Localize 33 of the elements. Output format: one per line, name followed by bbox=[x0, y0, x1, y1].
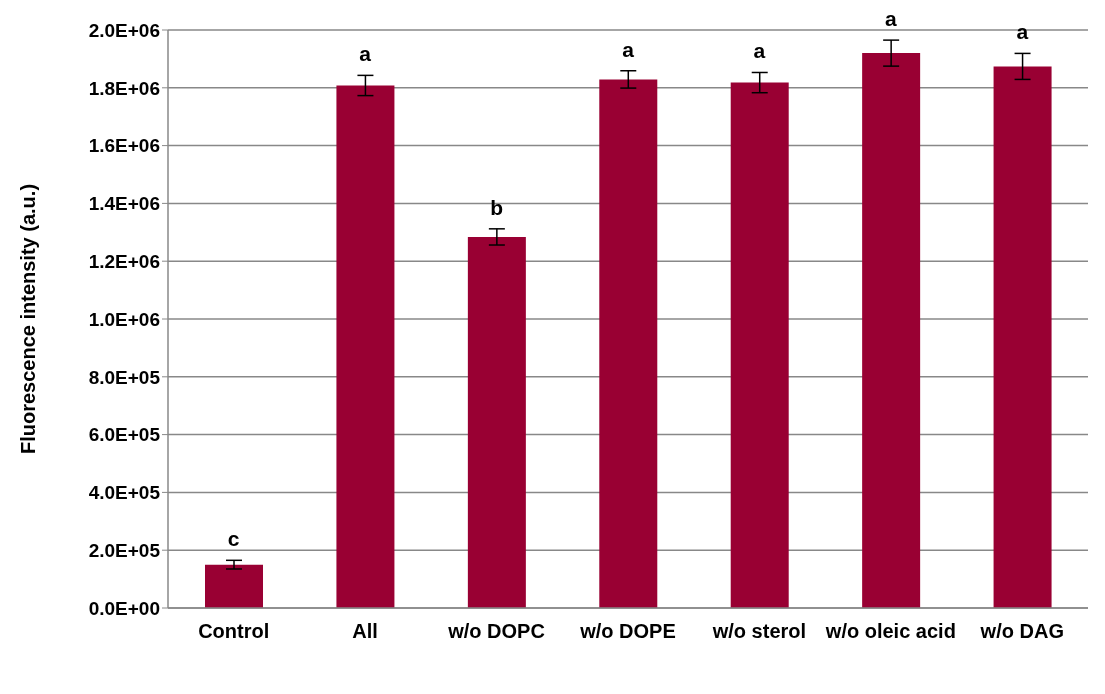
y-tick-label: 1.0E+06 bbox=[88, 308, 160, 330]
y-tick-label: 0.0E+00 bbox=[88, 597, 160, 619]
x-tick-label: w/o DAG bbox=[979, 620, 1064, 643]
bar bbox=[730, 82, 789, 608]
y-tick-label: 1.6E+06 bbox=[88, 135, 160, 157]
x-tick-label: Control bbox=[198, 620, 270, 643]
y-tick-label: 1.8E+06 bbox=[88, 77, 160, 99]
annotation: a bbox=[622, 37, 635, 61]
bar bbox=[205, 564, 263, 608]
bar bbox=[599, 79, 658, 608]
bar bbox=[467, 236, 526, 608]
x-tick-label: w/o DOPE bbox=[579, 620, 676, 643]
y-tick-label: 2.0E+06 bbox=[88, 19, 160, 41]
y-tick-label: 1.4E+06 bbox=[88, 193, 160, 215]
annotation: a bbox=[885, 7, 898, 31]
annotation: c bbox=[227, 527, 240, 551]
annotation: a bbox=[753, 39, 766, 63]
y-tick-label: 2.0E+05 bbox=[88, 539, 161, 561]
y-tick-label: 4.0E+05 bbox=[88, 482, 161, 504]
x-tick-label: w/o oleic acid bbox=[824, 620, 956, 643]
annotation: a bbox=[1016, 20, 1029, 44]
bar bbox=[993, 66, 1052, 608]
y-tick-label: 1.2E+06 bbox=[88, 250, 160, 272]
y-tick-label: 6.0E+05 bbox=[88, 424, 161, 446]
annotation: a bbox=[359, 42, 372, 66]
x-tick-label: w/o DOPC bbox=[447, 620, 545, 643]
y-tick-label: 8.0E+05 bbox=[88, 366, 161, 388]
bar bbox=[336, 85, 395, 608]
y-axis-title: Fluorescence intensity (a.u.) bbox=[17, 183, 40, 455]
x-tick-label: w/o sterol bbox=[711, 620, 807, 643]
bar bbox=[862, 53, 921, 608]
annotation: b bbox=[490, 195, 503, 219]
x-tick-label: All bbox=[352, 620, 378, 643]
